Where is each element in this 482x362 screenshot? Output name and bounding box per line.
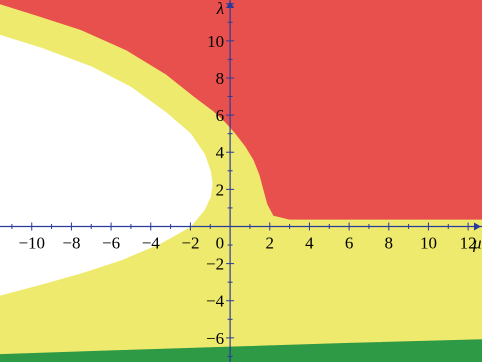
x-tick-label: −2 [181,233,199,252]
x-tick-label: −10 [18,233,45,252]
y-tick-label: 6 [216,106,225,125]
white-region [0,34,213,296]
x-tick-label: 12 [460,233,477,252]
x-tick-label: −8 [62,233,80,252]
y-tick-label: −2 [206,255,224,274]
y-tick-label: −4 [206,292,225,311]
x-axis-arrow [474,222,481,231]
x-tick-label: 4 [305,233,314,252]
x-tick-label: −6 [102,233,120,252]
x-axis-label: μ [472,233,482,252]
green-region [0,339,482,362]
red-region [0,0,482,220]
y-tick-label: 4 [216,143,225,162]
y-axis-arrow [226,1,235,8]
y-axis-label: λ [216,0,224,18]
origin-label: 0 [216,233,225,252]
x-tick-label: 6 [345,233,354,252]
x-tick-label: 8 [385,233,394,252]
y-tick-label: 8 [216,69,225,88]
x-tick-label: −4 [142,233,161,252]
x-tick-label: 10 [420,233,437,252]
y-tick-label: −6 [206,329,224,348]
labels-layer: −10 −8 −6 −4 −2 2 4 6 8 10 12 −6 −4 −2 2 4 6 8 10 0 μ λ [18,0,481,348]
y-tick-label: 2 [216,180,225,199]
x-tick-label: 2 [266,233,275,252]
y-tick-label: 10 [207,32,224,51]
